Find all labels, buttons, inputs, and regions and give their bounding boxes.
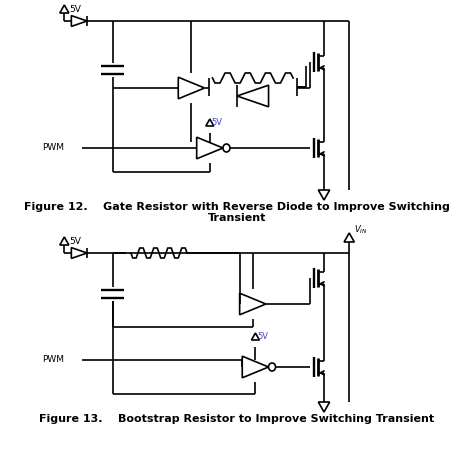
Text: 5V: 5V (257, 332, 268, 341)
Text: Figure 13.    Bootstrap Resistor to Improve Switching Transient: Figure 13. Bootstrap Resistor to Improve… (39, 414, 435, 424)
Text: 5V: 5V (211, 118, 223, 127)
Text: $V_{IN}$: $V_{IN}$ (354, 224, 367, 236)
Text: 5V: 5V (70, 5, 82, 14)
Text: 5V: 5V (70, 237, 82, 246)
Text: PWM: PWM (42, 356, 64, 365)
Text: PWM: PWM (42, 144, 64, 153)
Text: Figure 12.    Gate Resistor with Reverse Diode to Improve Switching: Figure 12. Gate Resistor with Reverse Di… (24, 202, 450, 212)
Text: Transient: Transient (208, 213, 266, 223)
